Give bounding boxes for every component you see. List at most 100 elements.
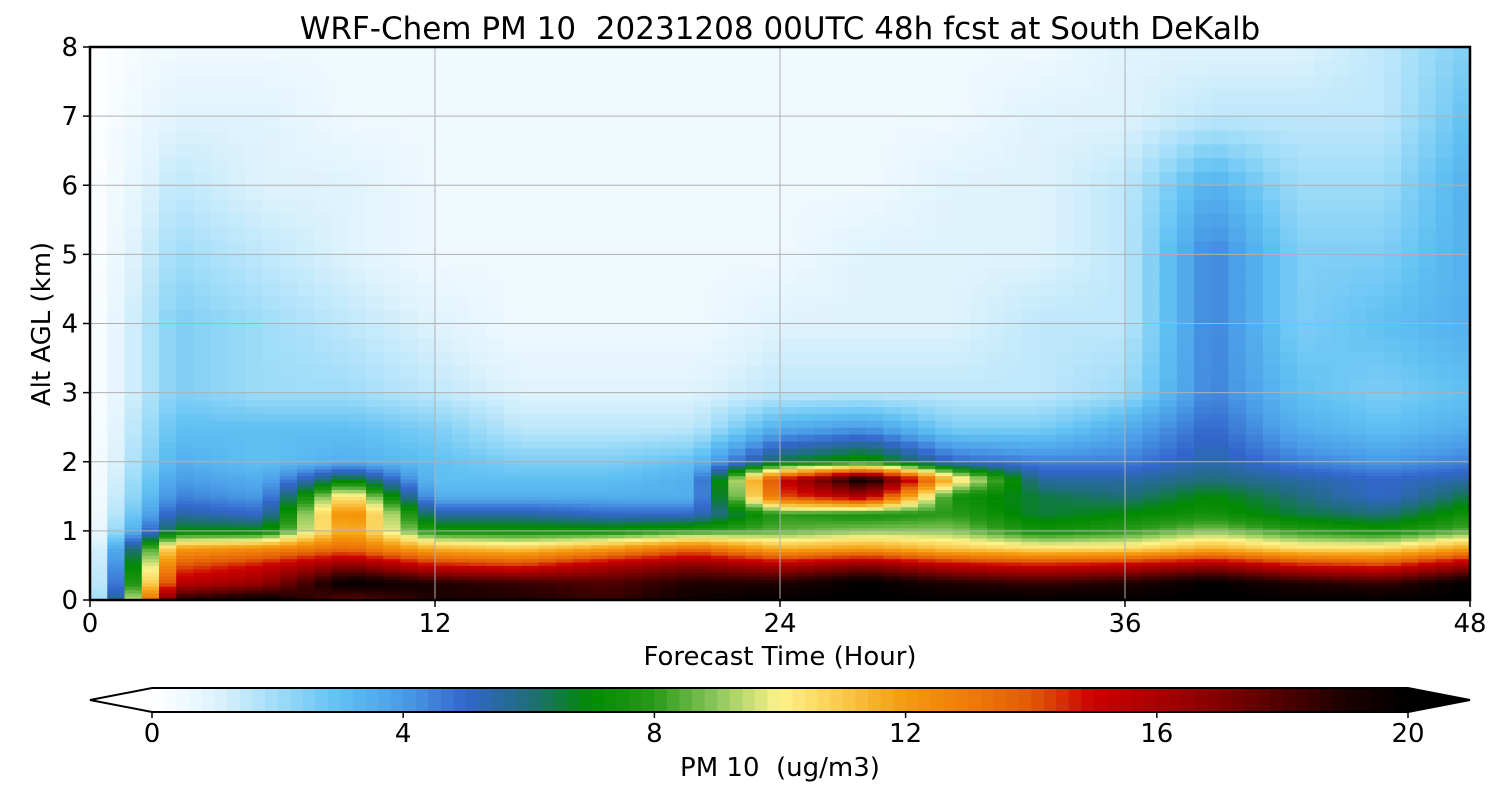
heatmap-cell bbox=[590, 454, 609, 463]
heatmap-cell bbox=[624, 589, 643, 594]
heatmap-cell bbox=[987, 593, 1005, 598]
heatmap-cell bbox=[1280, 510, 1299, 515]
heatmap-cell bbox=[728, 427, 747, 435]
heatmap-cell bbox=[1228, 427, 1247, 435]
heatmap-cell bbox=[1245, 468, 1264, 473]
heatmap-cell bbox=[814, 485, 833, 490]
heatmap-cell bbox=[918, 413, 936, 421]
heatmap-cell bbox=[1349, 596, 1368, 601]
heatmap-cell bbox=[952, 534, 971, 539]
heatmap-cell bbox=[314, 572, 333, 577]
heatmap-cell bbox=[745, 441, 764, 449]
heatmap-cell bbox=[573, 527, 591, 532]
heatmap-cell bbox=[883, 558, 902, 563]
heatmap-cell bbox=[987, 555, 1005, 560]
heatmap-cell bbox=[1452, 392, 1471, 401]
heatmap-cell bbox=[573, 413, 591, 421]
heatmap-cell bbox=[866, 558, 885, 563]
heatmap-cell bbox=[607, 565, 626, 570]
heatmap-cell bbox=[831, 441, 850, 449]
heatmap-cell bbox=[693, 364, 712, 380]
heatmap-cell bbox=[831, 579, 850, 584]
heatmap-cell bbox=[1194, 254, 1212, 269]
heatmap-cell bbox=[935, 461, 954, 466]
heatmap-cell bbox=[1383, 364, 1402, 380]
heatmap-cell bbox=[1435, 475, 1454, 480]
heatmap-cell bbox=[676, 482, 695, 487]
heatmap-cell bbox=[1418, 351, 1437, 366]
heatmap-cell bbox=[1142, 579, 1161, 584]
heatmap-cell bbox=[676, 475, 695, 480]
heatmap-cell bbox=[797, 295, 816, 311]
heatmap-cell bbox=[728, 579, 747, 584]
heatmap-cell bbox=[279, 461, 298, 466]
heatmap-cell bbox=[935, 295, 954, 311]
heatmap-cell bbox=[573, 254, 591, 269]
heatmap-cell bbox=[1125, 561, 1143, 567]
heatmap-cell bbox=[590, 479, 609, 484]
heatmap-cell bbox=[297, 185, 315, 200]
heatmap-cell bbox=[1125, 572, 1143, 577]
heatmap-cell bbox=[228, 548, 246, 553]
heatmap-cell bbox=[348, 544, 367, 549]
heatmap-cell bbox=[521, 240, 540, 255]
heatmap-cell bbox=[1021, 482, 1040, 487]
heatmap-cell bbox=[1073, 485, 1092, 490]
heatmap-cell bbox=[1280, 485, 1299, 490]
heatmap-cell bbox=[504, 378, 522, 394]
heatmap-cell bbox=[555, 420, 574, 428]
heatmap-cell bbox=[1297, 537, 1316, 542]
heatmap-cell bbox=[245, 378, 264, 394]
heatmap-cell bbox=[262, 399, 281, 408]
heatmap-cell bbox=[573, 579, 591, 584]
heatmap-cell bbox=[935, 558, 954, 563]
heatmap-cell bbox=[1418, 579, 1437, 584]
heatmap-cell bbox=[1107, 489, 1126, 494]
heatmap-cell bbox=[1314, 548, 1333, 553]
heatmap-cell bbox=[607, 475, 626, 480]
heatmap-cell bbox=[969, 482, 988, 487]
heatmap-cell bbox=[814, 537, 833, 542]
heatmap-cell bbox=[124, 520, 143, 525]
heatmap-cell bbox=[900, 503, 919, 508]
heatmap-cell bbox=[1332, 561, 1350, 567]
heatmap-cell bbox=[1383, 579, 1402, 584]
heatmap-cell bbox=[659, 523, 678, 529]
heatmap-cell bbox=[1366, 513, 1385, 518]
heatmap-cell bbox=[1038, 454, 1057, 463]
heatmap-cell bbox=[1452, 568, 1471, 573]
heatmap-cell bbox=[590, 575, 609, 580]
heatmap-cell bbox=[504, 434, 522, 442]
heatmap-cell bbox=[1159, 496, 1178, 501]
heatmap-cell bbox=[1401, 548, 1419, 553]
heatmap-cell bbox=[90, 323, 108, 338]
heatmap-cell bbox=[642, 555, 660, 560]
heatmap-cell bbox=[124, 240, 143, 255]
heatmap-cell bbox=[1142, 558, 1161, 563]
heatmap-cell bbox=[469, 506, 488, 511]
heatmap-cell bbox=[1107, 589, 1126, 594]
heatmap-cell bbox=[1383, 520, 1402, 525]
heatmap-cell bbox=[504, 561, 522, 567]
heatmap-cell bbox=[469, 337, 488, 352]
heatmap-cell bbox=[228, 472, 246, 477]
heatmap-cell bbox=[590, 520, 609, 525]
heatmap-cell bbox=[676, 537, 695, 542]
heatmap-cell bbox=[814, 527, 833, 532]
heatmap-cell bbox=[1401, 295, 1419, 311]
heatmap-cell bbox=[1401, 530, 1419, 535]
heatmap-cell bbox=[1280, 496, 1299, 501]
heatmap-cell bbox=[711, 593, 729, 598]
heatmap-cell bbox=[331, 523, 350, 529]
heatmap-cell bbox=[1452, 447, 1471, 456]
heatmap-cell bbox=[176, 579, 195, 584]
heatmap-cell bbox=[417, 513, 436, 518]
heatmap-cell bbox=[1366, 503, 1385, 508]
heatmap-cell bbox=[1125, 468, 1143, 473]
heatmap-cell bbox=[1194, 461, 1212, 466]
heatmap-cell bbox=[1383, 586, 1402, 591]
heatmap-cell bbox=[831, 378, 850, 394]
heatmap-cell bbox=[866, 582, 885, 587]
heatmap-cell bbox=[711, 254, 729, 269]
heatmap-cell bbox=[745, 434, 764, 442]
